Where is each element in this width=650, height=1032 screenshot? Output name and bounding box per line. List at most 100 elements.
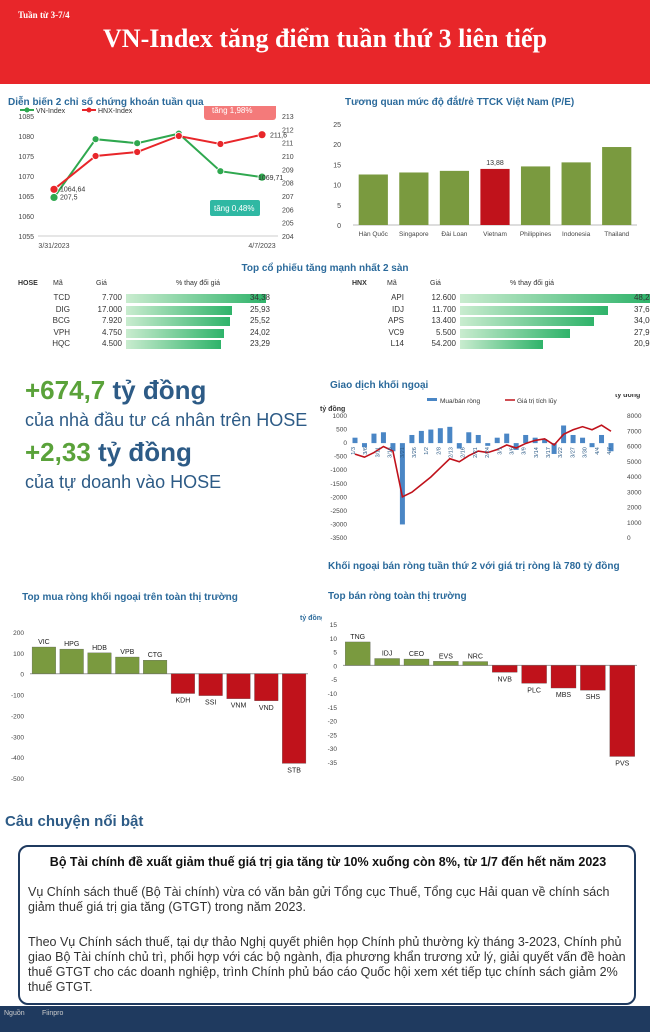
net-flow-bar (589, 443, 595, 448)
source-label: Nguồn (4, 1010, 25, 1017)
hnx-point (174, 132, 183, 140)
header-col_change: % thay đổi giá (510, 280, 554, 287)
legend-line-label: Giá trị tích lũy (517, 398, 557, 405)
row-code: HQC (52, 339, 70, 348)
hnx-index-line (53, 133, 263, 191)
pe-bar-singapore (399, 172, 429, 225)
foreign-trading-chart: Mua/bán ròng Giá trị tích lũy tỷ đồng tỷ đồ… (320, 394, 642, 542)
row-change-bar (460, 340, 543, 349)
bar-plc (521, 665, 547, 684)
bar-label: HPG (64, 641, 79, 648)
bar-ceo (403, 658, 430, 666)
header-col_code: Mã (387, 280, 397, 287)
table-header: HNX Mã Giá % thay đổi giá (352, 280, 650, 291)
right-unit: tỷ đồng (615, 394, 640, 399)
bar-nvb (492, 665, 518, 673)
y-tick: -20 (328, 719, 338, 726)
y-tick-right: 2000 (627, 505, 642, 512)
highlight-number-1: +674,7 (25, 375, 106, 405)
highlight-sub-2: của tự doanh vào HOSE (25, 472, 222, 492)
bar-label: NVB (497, 676, 512, 683)
net-flow-bar (599, 434, 605, 444)
bar-label: CEO (409, 651, 425, 658)
row-code: TCD (53, 293, 70, 302)
hnx-point (257, 130, 267, 140)
hnx-badge: tăng 1,98% (212, 106, 252, 115)
net-flow-bar (390, 443, 396, 452)
x-tick-label: 3/16 (388, 447, 394, 458)
y-tick-right: 210 (282, 154, 294, 161)
y-tick: 5 (337, 203, 341, 210)
net-flow-bar (361, 443, 367, 448)
table-row: API 12.600 48,24 (352, 293, 650, 304)
row-price: 5.500 (435, 327, 456, 337)
header-exchange: HNX (352, 280, 367, 287)
vn-index-line (53, 132, 263, 199)
y-tick-left: -3500 (330, 535, 347, 542)
bar-ssi (198, 673, 223, 696)
row-price: 4.500 (101, 339, 122, 348)
vn-badge-bg (210, 200, 260, 216)
bar-mbs (550, 665, 577, 689)
legend-hnx-marker (86, 107, 92, 113)
x-tick-label: 3/17 (546, 447, 552, 458)
row-change-bar (126, 317, 230, 326)
left-unit: tỷ đồng (320, 404, 345, 413)
hnx-point (49, 184, 59, 194)
pe-category-label: Hàn Quốc (359, 229, 389, 238)
hose-gainers-table: HOSE Mã Giá % thay đổi giá TCD 7.700 34,38 DIG 1… (18, 280, 323, 355)
hnx-point (216, 140, 225, 148)
story-paragraph-2: Theo Vụ Chính sách thuế, tại dự thảo Ngh… (28, 935, 626, 994)
highlight-individual: +674,7 tỷ đồng (25, 375, 206, 406)
row-code: VC9 (388, 327, 404, 337)
y-tick-left: -500 (334, 454, 347, 461)
bar-idj (374, 658, 400, 666)
top-gainers-title: Top cổ phiếu tăng mạnh nhất 2 sàn (241, 263, 409, 274)
bar-vic (31, 646, 56, 674)
pe-vietnam-label: 13,88 (486, 160, 504, 167)
source-name: Fiinpro (42, 1010, 64, 1017)
y-tick-right: 8000 (627, 413, 642, 420)
y-tick: 10 (330, 636, 338, 643)
y-tick: -35 (328, 760, 338, 767)
row-change-bar (460, 305, 609, 315)
bar-label: SSI (205, 700, 216, 707)
cumulative-line (354, 424, 612, 498)
vn-badge: tăng 0,48% (214, 204, 254, 213)
hnx-point (91, 152, 100, 160)
y-tick-right: 7000 (627, 428, 642, 435)
y-tick-right: 211 (282, 141, 293, 148)
net-flow-bar (580, 437, 586, 444)
row-code: L14 (390, 339, 404, 348)
row-change: 20,98 (633, 339, 650, 348)
net-flow-bar (551, 443, 557, 454)
bar-ctg (143, 660, 168, 674)
y-tick-left: 1070 (18, 174, 34, 181)
net-flow-bar (542, 439, 548, 444)
row-code: API (391, 293, 404, 302)
table-header: HOSE Mã Giá % thay đổi giá (18, 280, 323, 291)
header-col_change: % thay đổi giá (176, 280, 220, 287)
legend-vn-label: VN-Index (36, 108, 66, 115)
table-row: HQC 4.500 23,29 (18, 339, 323, 350)
row-code: BCG (52, 316, 70, 325)
bar-label: CTG (148, 652, 163, 659)
row-price: 17.000 (97, 304, 122, 314)
footer: Nguồn Fiinpro (0, 1006, 650, 1032)
bar-vpb (115, 656, 140, 674)
row-change: 37,65 (633, 304, 650, 314)
y-tick: -25 (328, 732, 338, 739)
legend-hnx-label: HNX-Index (98, 108, 133, 115)
story-paragraph-1: Vụ Chính sách thuế (Bộ Tài chính) vừa có… (28, 885, 610, 914)
bar-label: SHS (586, 694, 601, 701)
bar-label: TNG (350, 634, 365, 641)
y-tick: -10 (328, 691, 338, 698)
hnx-gainers-table: HNX Mã Giá % thay đổi giá API 12.600 48,24 IDJ 1… (352, 280, 650, 355)
x-tick-label: 2/16 (461, 447, 467, 458)
x-tick-label: 3/26 (412, 447, 418, 458)
y-tick: 0 (333, 663, 337, 670)
bar-nrc (462, 661, 488, 666)
y-tick-right: 207 (282, 194, 294, 201)
row-change-bar (460, 294, 650, 303)
header-col_price: Giá (96, 280, 107, 287)
